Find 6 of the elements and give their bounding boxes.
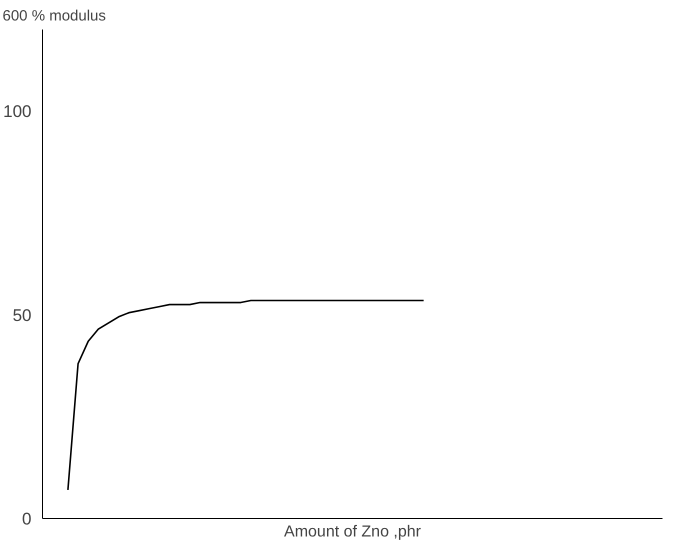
y-tick-label: 0	[22, 510, 32, 528]
y-axis-title: 600 % modulus	[2, 8, 106, 24]
y-tick-label: 50	[12, 306, 32, 325]
line-series	[67, 300, 424, 491]
y-tick-label: 100	[3, 102, 32, 121]
x-axis-title: Amount of Zno ,phr	[284, 524, 422, 540]
